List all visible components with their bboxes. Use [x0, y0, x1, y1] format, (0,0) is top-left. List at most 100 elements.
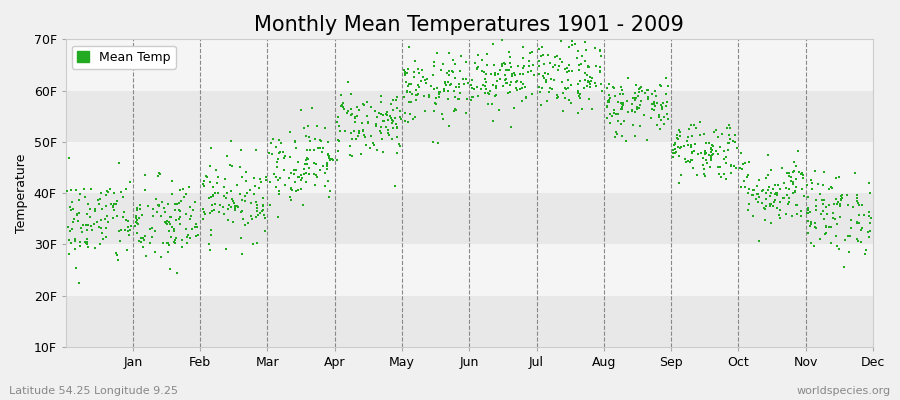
Point [392, 143, 407, 150]
Point [373, 128, 387, 134]
Point [499, 76, 513, 83]
Point [232, 191, 247, 197]
Point [244, 200, 258, 206]
Point [788, 168, 802, 174]
Point [685, 133, 699, 139]
Point [538, 77, 553, 83]
Point [789, 202, 804, 208]
Point [787, 181, 801, 187]
Point [786, 169, 800, 175]
Point [250, 204, 265, 211]
Point [554, 56, 568, 63]
Point [666, 150, 680, 156]
Point [710, 134, 724, 140]
Point [271, 177, 285, 183]
Point [93, 241, 107, 248]
Point [412, 84, 427, 90]
Point [94, 216, 108, 223]
Point [826, 214, 841, 221]
Point [620, 109, 634, 116]
Point [203, 246, 218, 253]
Point [300, 147, 314, 153]
Point [174, 198, 188, 205]
Point [400, 119, 415, 125]
Point [547, 54, 562, 60]
Point [633, 102, 647, 109]
Point [401, 99, 416, 105]
Point [583, 83, 598, 90]
Point [81, 244, 95, 251]
Point [289, 188, 303, 194]
Point [719, 175, 733, 182]
Point [716, 131, 730, 137]
Point [632, 86, 646, 92]
Point [313, 138, 328, 144]
Point [365, 140, 380, 146]
Point [343, 152, 357, 158]
Point [67, 216, 81, 222]
Point [117, 208, 131, 215]
Point [130, 230, 144, 236]
Point [595, 88, 609, 94]
Point [531, 46, 545, 52]
Point [453, 68, 467, 74]
Point [302, 138, 317, 144]
Point [824, 183, 838, 190]
Point [788, 201, 803, 208]
Point [726, 163, 741, 170]
Point [752, 238, 766, 245]
Point [850, 219, 865, 226]
Point [594, 81, 608, 88]
Point [671, 144, 686, 150]
Point [652, 126, 667, 132]
Point [544, 86, 559, 93]
Point [247, 191, 261, 197]
Point [768, 197, 782, 204]
Point [64, 207, 78, 214]
Point [122, 179, 137, 185]
Point [660, 111, 674, 118]
Bar [66, 193, 873, 244]
Point [258, 215, 273, 222]
Point [859, 247, 873, 253]
Point [351, 132, 365, 139]
Point [424, 83, 438, 89]
Point [634, 84, 649, 90]
Point [344, 106, 358, 112]
Point [204, 226, 219, 233]
Point [118, 226, 132, 233]
Point [376, 149, 391, 155]
Point [153, 171, 167, 178]
Point [761, 184, 776, 190]
Point [835, 194, 850, 201]
Point [412, 70, 427, 76]
Point [712, 171, 726, 177]
Point [789, 163, 804, 169]
Point [151, 202, 166, 208]
Point [479, 71, 493, 77]
Point [172, 207, 186, 214]
Point [238, 168, 253, 175]
Point [437, 86, 452, 92]
Point [616, 91, 631, 98]
Point [122, 228, 136, 234]
Point [357, 133, 372, 140]
Point [441, 88, 455, 94]
Point [397, 67, 411, 73]
Point [800, 210, 814, 216]
Point [220, 153, 234, 160]
Point [183, 216, 197, 222]
Point [296, 125, 310, 132]
Point [300, 170, 314, 176]
Point [850, 192, 865, 198]
Point [841, 202, 855, 208]
Point [788, 188, 803, 194]
Point [696, 162, 710, 168]
Point [271, 150, 285, 156]
Point [369, 147, 383, 153]
Point [270, 159, 284, 165]
Point [720, 125, 734, 131]
Point [751, 199, 765, 205]
Point [226, 218, 240, 225]
Point [822, 202, 836, 208]
